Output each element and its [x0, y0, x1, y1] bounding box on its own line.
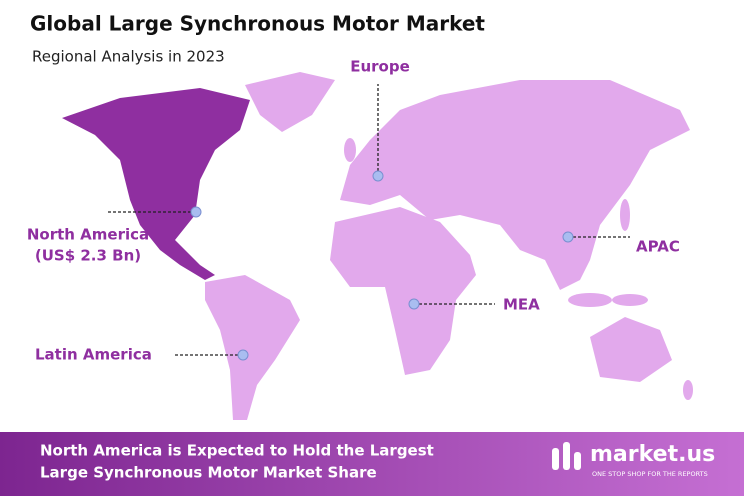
logo-icon — [552, 448, 559, 470]
eurasia — [340, 80, 690, 290]
logo-tagline: ONE STOP SHOP FOR THE REPORTS — [592, 470, 708, 478]
logo: market.us ONE STOP SHOP FOR THE REPORTS — [552, 442, 715, 478]
region-label: Europe — [350, 58, 410, 76]
footer-line: North America is Expected to Hold the La… — [40, 442, 434, 460]
region-label: Latin America — [35, 346, 152, 364]
world-map — [62, 72, 693, 420]
logo-icon — [574, 452, 581, 470]
island — [683, 380, 693, 400]
logo-icon — [563, 442, 570, 470]
africa — [330, 207, 476, 375]
south-america — [205, 275, 300, 420]
logo-name: market.us — [590, 442, 715, 467]
footer-line: Large Synchronous Motor Market Share — [40, 464, 377, 482]
island — [612, 294, 648, 306]
region-label: APAC — [636, 238, 680, 256]
region-labels: Europe North America (US$ 2.3 Bn) APAC MEA La… — [27, 58, 680, 364]
region-label: North America — [27, 226, 149, 244]
region-marker — [408, 298, 420, 310]
island — [620, 199, 630, 231]
greenland — [245, 72, 335, 132]
australia — [590, 317, 672, 382]
north-america — [62, 88, 250, 280]
region-marker — [562, 231, 574, 243]
region-marker — [190, 206, 202, 218]
region-marker — [372, 170, 384, 182]
region-label: MEA — [503, 296, 540, 314]
region-marker — [237, 349, 249, 361]
title: Global Large Synchronous Motor Market — [30, 12, 485, 36]
island — [344, 138, 356, 162]
region-value: (US$ 2.3 Bn) — [35, 247, 141, 265]
island — [568, 293, 612, 307]
footer-bar — [0, 432, 744, 496]
subtitle: Regional Analysis in 2023 — [32, 48, 225, 66]
